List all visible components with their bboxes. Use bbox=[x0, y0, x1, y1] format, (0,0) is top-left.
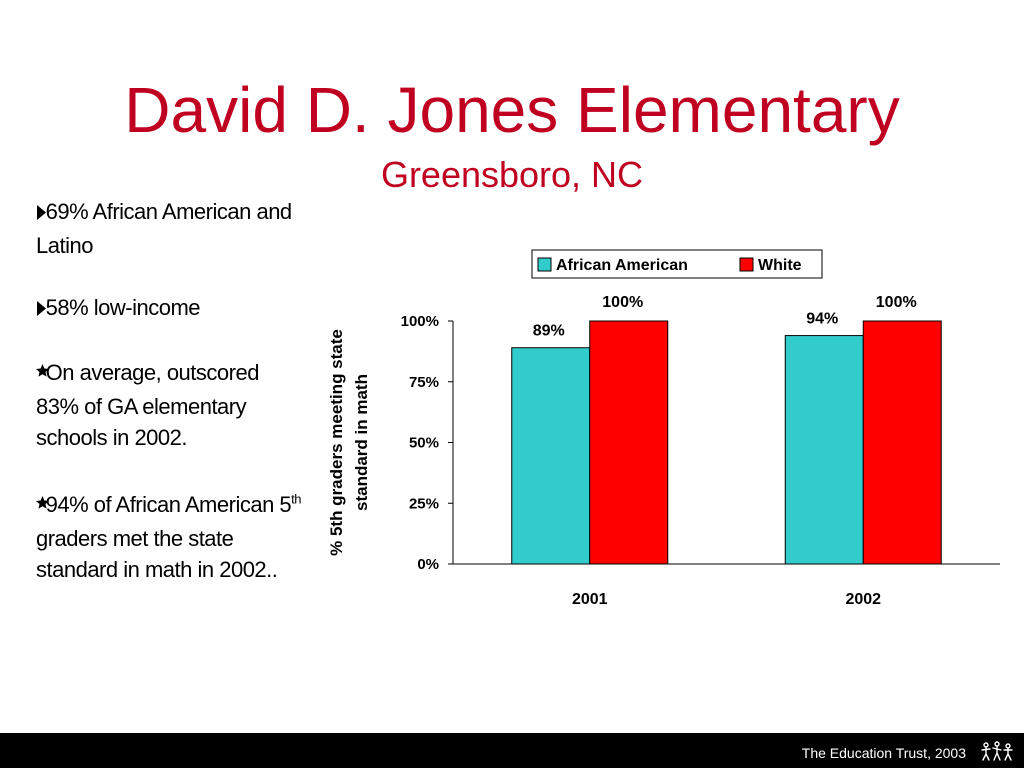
bullet-text: 94% of African American 5th graders met … bbox=[36, 492, 301, 583]
data-label: 94% bbox=[806, 311, 838, 328]
legend-swatch bbox=[739, 257, 754, 272]
bullet-item: 94% of African American 5th graders met … bbox=[36, 484, 306, 585]
y-tick-label: 50% bbox=[409, 435, 439, 452]
y-tick-label: 25% bbox=[409, 495, 439, 512]
triangle-right-icon bbox=[36, 295, 46, 326]
bar bbox=[511, 347, 591, 565]
star-icon bbox=[36, 360, 49, 391]
bullet-item: On average, outscored 83% of GA elementa… bbox=[36, 357, 306, 453]
bar bbox=[589, 320, 669, 565]
legend-swatch bbox=[537, 257, 552, 272]
bullet-text: 69% African American and Latino bbox=[36, 199, 292, 258]
slide-subtitle: Greensboro, NC bbox=[380, 154, 644, 195]
y-tick-label: 0% bbox=[417, 556, 439, 573]
legend-label: African American bbox=[556, 257, 688, 274]
education-trust-logo-icon bbox=[980, 741, 1014, 766]
bullet-item: 58% low-income bbox=[36, 292, 306, 326]
data-label: 100% bbox=[876, 294, 917, 311]
bullet-item: 69% African American and Latino bbox=[36, 196, 306, 261]
footer-bar: The Education Trust, 2003 bbox=[0, 733, 1024, 768]
y-tick-label: 100% bbox=[401, 313, 439, 330]
bar bbox=[784, 335, 864, 565]
data-label: 89% bbox=[533, 323, 565, 340]
slide-title: David D. Jones Elementary bbox=[124, 74, 900, 146]
star-icon bbox=[36, 492, 49, 523]
x-tick-label: 2002 bbox=[845, 591, 881, 608]
data-label: 100% bbox=[602, 294, 643, 311]
triangle-right-icon bbox=[36, 199, 46, 230]
legend-box bbox=[531, 249, 823, 279]
legend-label: White bbox=[758, 257, 802, 274]
bullet-text: 58% low-income bbox=[45, 295, 201, 320]
footer-credit: The Education Trust, 2003 bbox=[801, 745, 966, 761]
bar bbox=[862, 320, 942, 565]
bar-chart: 0% 25% 50% 75% 100% % 5th graders meeting sta… bbox=[327, 249, 1000, 608]
bullet-text: On average, outscored 83% of GA elementa… bbox=[36, 360, 259, 450]
bullet-list: 69% African American and Latino 58% low-… bbox=[36, 196, 306, 616]
y-axis-title-line: % 5th graders meeting state bbox=[327, 329, 346, 556]
y-axis-title-line: standard in math bbox=[352, 374, 371, 511]
x-tick-label: 2001 bbox=[572, 591, 608, 608]
y-tick-label: 75% bbox=[409, 374, 439, 391]
